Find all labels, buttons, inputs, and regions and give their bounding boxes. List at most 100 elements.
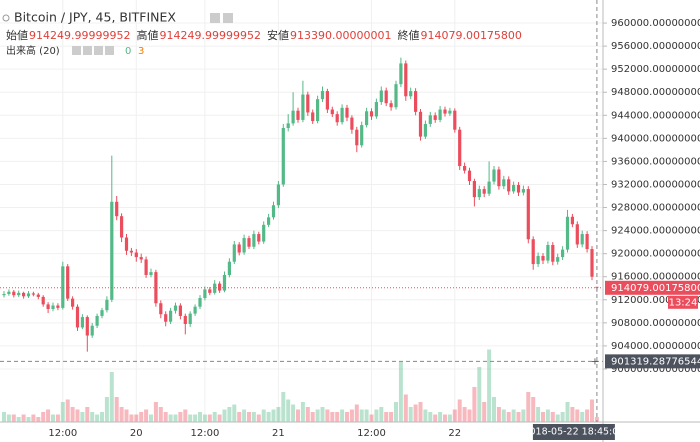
candle-body (149, 272, 153, 275)
volume-bar (531, 397, 536, 422)
y-tick-label: 932000.00000000 (611, 179, 700, 190)
ohlc-name: 高値 (136, 28, 158, 42)
volume-bar (526, 392, 531, 422)
volume-bar (198, 412, 202, 422)
candle-body (316, 99, 320, 122)
volume-bar (109, 372, 114, 422)
volume-bar (305, 407, 310, 422)
volume-bar (511, 409, 516, 422)
candle-body (173, 305, 178, 311)
volume-bar (320, 407, 325, 422)
candle-body (66, 266, 70, 299)
icon[interactable] (105, 46, 114, 55)
volume-bar (85, 407, 90, 422)
candle-body (453, 110, 457, 130)
volume-bar (565, 402, 570, 422)
candle-body (169, 310, 173, 322)
volume-bar (374, 409, 379, 422)
y-tick-label: 920000.00000000 (611, 249, 700, 260)
icon[interactable] (223, 13, 233, 23)
candle-body (409, 91, 413, 97)
candle-body (551, 245, 555, 262)
candle-body (61, 266, 65, 308)
icon[interactable] (94, 46, 103, 55)
candle-body (203, 289, 207, 299)
candle-body (286, 123, 290, 128)
candle-body (110, 201, 114, 300)
candle-body (56, 305, 60, 308)
candle-body (271, 205, 276, 218)
candle-body (448, 110, 452, 114)
candle-body (129, 250, 133, 253)
x-tick-label: 12:00 (190, 428, 219, 439)
volume-bar (281, 392, 286, 422)
candle-body (46, 304, 50, 310)
volume-bar (462, 407, 467, 422)
candle-body (7, 291, 11, 295)
volume-bar (266, 412, 271, 422)
candle-body (222, 274, 227, 291)
candle-body (580, 234, 584, 245)
volume-bar (472, 387, 477, 422)
crosshair-time-label: 2018-05-22 18:45:00 (523, 427, 624, 438)
volume-bar (570, 407, 575, 422)
volume-bar (129, 414, 134, 422)
candle-body (134, 252, 138, 258)
candle-body (350, 117, 354, 130)
candle-body (41, 296, 45, 305)
volume-bar (139, 412, 144, 422)
volume-bar (330, 412, 335, 422)
candle-body (340, 107, 344, 123)
y-tick-label: 904000.00000000 (611, 341, 700, 352)
candle-body (365, 111, 369, 126)
icon[interactable] (72, 46, 81, 55)
candle-body (12, 291, 16, 296)
candle-body (384, 90, 388, 104)
candle-body (144, 259, 148, 275)
volume-bar (104, 397, 109, 422)
volume-title: 出来高 (20) (6, 44, 60, 57)
candle-body (80, 317, 84, 328)
y-tick-label: 956000.00000000 (611, 41, 700, 52)
volume-bar (354, 404, 359, 422)
icon[interactable] (210, 13, 220, 23)
volume-bar (364, 409, 369, 422)
volume-bar (575, 409, 580, 422)
y-tick-label: 928000.00000000 (611, 203, 700, 214)
volume-bar (325, 409, 330, 422)
candle-body (345, 107, 349, 118)
candle-body (463, 166, 467, 171)
candle-body (218, 283, 222, 291)
candle-body (423, 123, 427, 137)
icon[interactable] (83, 46, 92, 55)
volume-bar (21, 414, 26, 422)
candle-body (2, 294, 6, 296)
volume-bar (183, 409, 188, 422)
candle-body (257, 234, 261, 242)
candle-body (262, 224, 266, 242)
candle-body (36, 294, 40, 297)
candle-body (242, 238, 246, 253)
volume-value: 0 (125, 46, 131, 57)
ohlc-value: 914249.99999952 (29, 29, 130, 42)
volume-bar (560, 412, 565, 422)
candle-body (575, 224, 579, 245)
candle-body (418, 111, 423, 137)
ohlc-value: 914249.99999952 (159, 29, 260, 42)
volume-bar (51, 414, 55, 422)
candle-body (433, 115, 437, 120)
volume-bar (119, 407, 124, 422)
volume-bar (428, 412, 433, 422)
volume-bar (188, 414, 193, 422)
volume-bar (95, 414, 100, 422)
candle-body (193, 306, 197, 314)
crosshair-price-box (605, 354, 700, 369)
candle-body (374, 102, 378, 117)
volume-bar (467, 409, 472, 422)
volume-bar (70, 407, 75, 422)
candle-body (355, 129, 359, 146)
volume-bar (349, 409, 354, 422)
candle-body (213, 283, 217, 293)
header: Bitcoin / JPY, 45, BITFINEX 始値 914249.999… (2, 10, 522, 57)
candle-body (443, 109, 447, 114)
